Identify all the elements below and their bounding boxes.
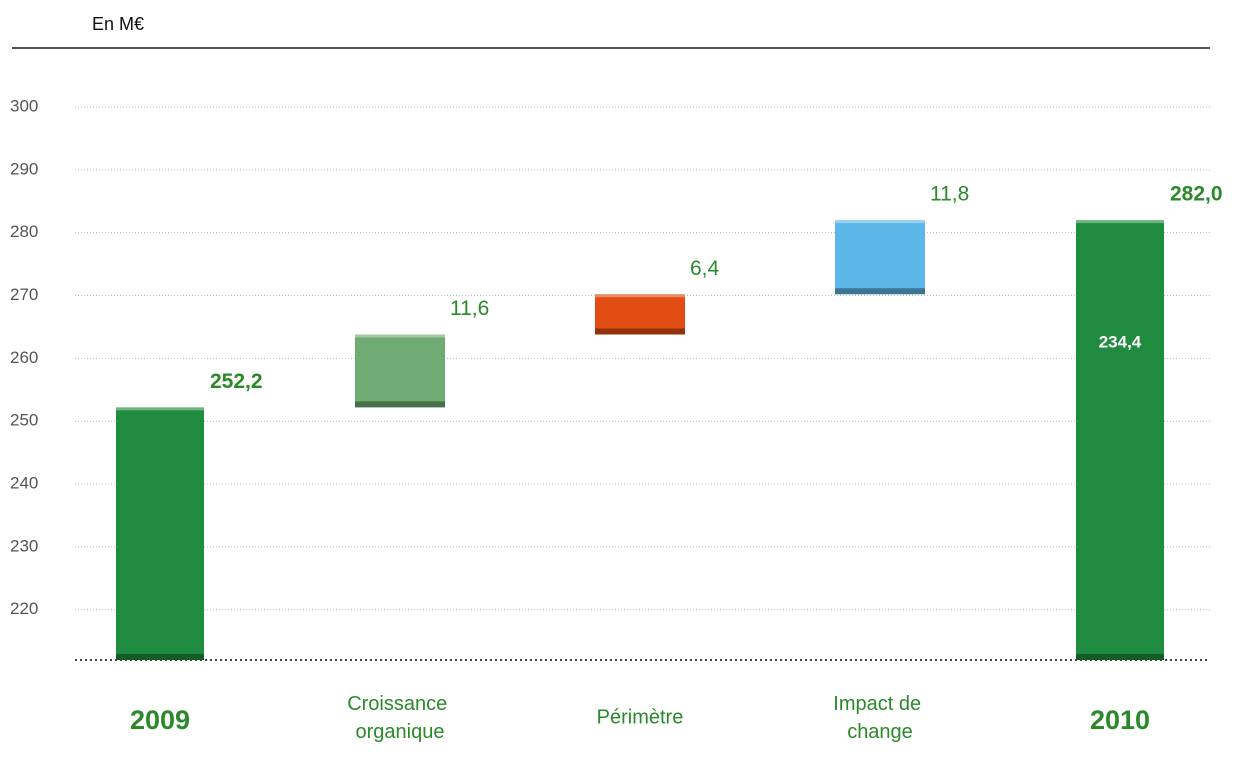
x-tick-label: Périmètre — [597, 706, 684, 728]
y-tick-label: 270 — [10, 285, 38, 304]
y-tick-label: 290 — [10, 159, 38, 178]
x-tick-line: Impact de — [833, 693, 926, 715]
bar-shadow — [355, 401, 445, 408]
x-tick-line: Croissance — [347, 693, 453, 715]
x-tick-label: 2010 — [1090, 705, 1150, 735]
value-label: 11,6 — [450, 297, 489, 320]
bar — [1076, 220, 1164, 660]
y-tick-label: 260 — [10, 348, 38, 367]
value-label: 252,2 — [210, 370, 263, 393]
y-tick-label: 220 — [10, 599, 38, 618]
bar-highlight — [595, 294, 685, 298]
x-tick-label: Impact de change — [833, 693, 926, 743]
bar — [355, 334, 445, 408]
annotation: 234,4 — [1099, 332, 1142, 351]
bar-shadow — [835, 288, 925, 295]
bar-highlight — [835, 220, 925, 224]
value-label: 6,4 — [690, 257, 720, 280]
x-tick-label: Croissance organique — [347, 693, 453, 743]
x-tick-label: 2009 — [130, 705, 190, 735]
y-tick-label: 230 — [10, 536, 38, 555]
bar — [595, 294, 685, 335]
value-label: 11,8 — [930, 183, 969, 206]
bar-highlight — [116, 407, 204, 411]
y-tick-label: 250 — [10, 411, 38, 430]
bar-highlight — [1076, 220, 1164, 224]
y-tick-label: 280 — [10, 222, 38, 241]
value-label: 282,0 — [1170, 183, 1223, 206]
unit-label: En M€ — [92, 14, 144, 34]
bar-shadow — [116, 654, 204, 660]
bar-shadow — [1076, 654, 1164, 660]
bar-highlight — [355, 334, 445, 338]
bar — [116, 407, 204, 660]
y-tick-label: 240 — [10, 474, 38, 493]
x-tick-line: change — [847, 721, 913, 743]
bar — [835, 220, 925, 295]
y-tick-label: 300 — [10, 96, 38, 115]
bar-shadow — [595, 328, 685, 335]
x-tick-line: organique — [356, 721, 445, 743]
